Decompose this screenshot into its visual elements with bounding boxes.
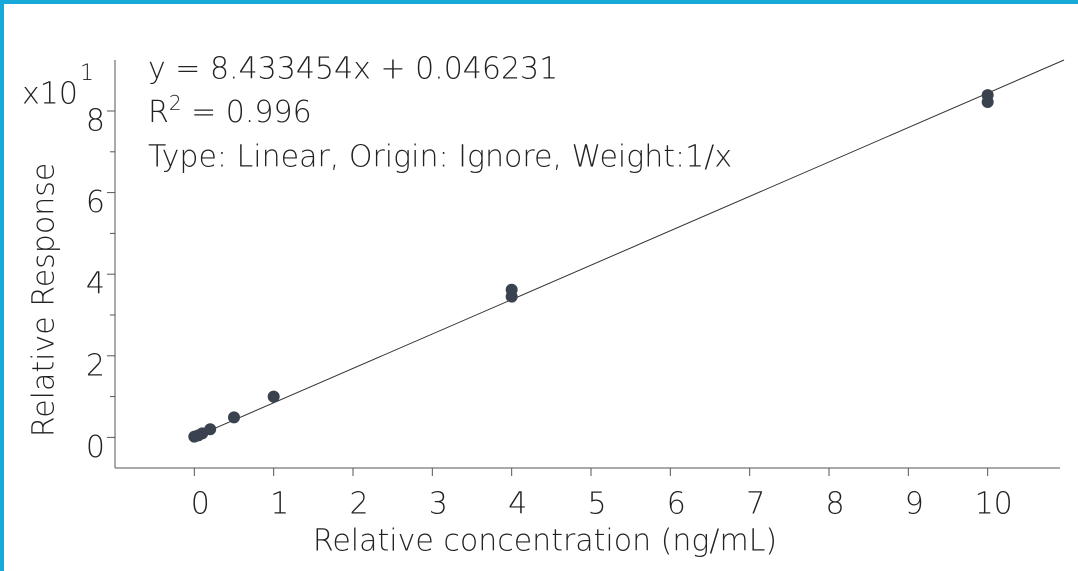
y-tick-label: 0 bbox=[86, 430, 105, 465]
x-tick-label: 1 bbox=[270, 487, 289, 522]
fit-line bbox=[194, 59, 1065, 438]
data-point bbox=[505, 290, 518, 303]
r-squared-value: = 0.996 bbox=[182, 95, 312, 130]
equation: y = 8.433454x + 0.046231 bbox=[148, 52, 558, 87]
y-tick-label: 4 bbox=[86, 267, 105, 302]
data-point bbox=[267, 390, 280, 403]
x-tick-label: 9 bbox=[905, 487, 924, 522]
x-axis-label: Relative concentration (ng/mL) bbox=[313, 524, 777, 559]
data-point bbox=[228, 411, 240, 424]
r-squared: R2 = 0.996 bbox=[148, 91, 312, 130]
r-squared-exponent: 2 bbox=[169, 91, 182, 115]
y-axis-label: Relative Response bbox=[27, 163, 62, 438]
y-tick-label: 8 bbox=[86, 104, 105, 139]
x-tick-label: 0 bbox=[191, 487, 210, 522]
data-point bbox=[981, 96, 994, 109]
x-tick-label: 3 bbox=[429, 487, 448, 522]
x-tick-label: 5 bbox=[587, 487, 606, 522]
data-point bbox=[204, 423, 217, 436]
y-multiplier-exponent: 1 bbox=[80, 61, 94, 86]
x-tick-label: 8 bbox=[825, 487, 844, 522]
y-multiplier: x10 bbox=[22, 77, 78, 112]
x-tick-label: 10 bbox=[975, 487, 1013, 522]
x-tick-label: 4 bbox=[508, 487, 527, 522]
r-squared-symbol: R bbox=[148, 95, 169, 130]
fit-type: Type: Linear, Origin: Ignore, Weight:1/x bbox=[148, 140, 732, 175]
x-tick-label: 6 bbox=[667, 487, 686, 522]
y-tick-label: 6 bbox=[86, 185, 105, 220]
x-tick-label: 2 bbox=[349, 487, 368, 522]
y-tick-label: 2 bbox=[86, 348, 105, 383]
x-tick-label: 7 bbox=[746, 487, 765, 522]
